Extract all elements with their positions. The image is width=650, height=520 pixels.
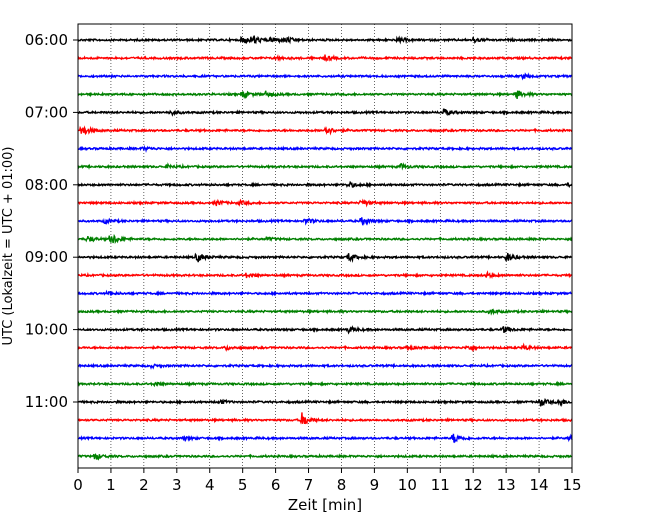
x-tick-label: 14 xyxy=(530,476,549,494)
x-tick-label: 0 xyxy=(73,476,83,494)
seismogram-traces xyxy=(77,35,573,461)
y-tick-label: 10:00 xyxy=(25,321,68,339)
x-tick-label: 7 xyxy=(304,476,314,494)
seismogram-trace xyxy=(77,325,573,335)
x-axis-ticks: 0 1 2 3 4 5 6 7 8 9 10 11 12 13 14 15 xyxy=(73,468,582,494)
seismogram-trace xyxy=(77,452,573,461)
y-tick-label: 11:00 xyxy=(25,393,68,411)
x-tick-label: 3 xyxy=(172,476,182,494)
y-tick-label: 08:00 xyxy=(25,176,68,194)
seismogram-trace xyxy=(77,72,573,81)
seismogram-trace xyxy=(77,289,573,297)
x-tick-label: 5 xyxy=(238,476,248,494)
y-axis-label: UTC (Lokalzeit = UTC + 01:00) xyxy=(1,147,16,346)
seismogram-trace xyxy=(77,198,573,208)
y-axis-ticks: 06:00 07:00 08:00 09:00 10:00 11:00 xyxy=(25,31,78,411)
x-tick-label: 8 xyxy=(337,476,347,494)
x-tick-label: 11 xyxy=(431,476,450,494)
x-tick-label: 9 xyxy=(370,476,380,494)
seismogram-trace xyxy=(77,180,573,189)
y-tick-label: 06:00 xyxy=(25,31,68,49)
x-tick-label: 2 xyxy=(139,476,149,494)
seismogram-trace xyxy=(77,308,573,316)
vertical-grid xyxy=(110,24,540,468)
plot-area-background xyxy=(78,24,572,468)
seismogram-trace xyxy=(77,380,573,388)
x-tick-label: 13 xyxy=(497,476,516,494)
y-tick-label: 09:00 xyxy=(25,248,68,266)
x-tick-label: 4 xyxy=(205,476,215,494)
seismogram-trace xyxy=(77,108,573,117)
seismogram-trace xyxy=(77,35,573,45)
x-tick-label: 6 xyxy=(271,476,281,494)
seismogram-trace xyxy=(77,342,573,353)
plot-frame xyxy=(77,23,573,469)
seismogram-trace xyxy=(77,217,573,226)
seismogram-trace xyxy=(77,144,573,154)
seismogram-trace xyxy=(77,397,573,408)
seismogram-trace xyxy=(77,412,573,425)
seismogram-trace xyxy=(77,252,573,263)
x-tick-label: 15 xyxy=(562,476,581,494)
x-tick-label: 1 xyxy=(106,476,116,494)
seismogram-trace xyxy=(77,53,573,63)
y-tick-label: 07:00 xyxy=(25,103,68,121)
x-tick-label: 10 xyxy=(398,476,417,494)
seismogram-trace xyxy=(77,162,573,171)
seismogram-trace xyxy=(77,90,573,100)
x-axis-label: Zeit [min] xyxy=(288,496,362,514)
x-tick-label: 12 xyxy=(464,476,483,494)
seismogram-trace xyxy=(78,362,573,370)
seismogram-trace xyxy=(77,233,573,245)
seismogram-trace xyxy=(77,270,573,280)
seismogram-trace xyxy=(77,433,573,444)
seismogram-trace xyxy=(77,125,573,136)
